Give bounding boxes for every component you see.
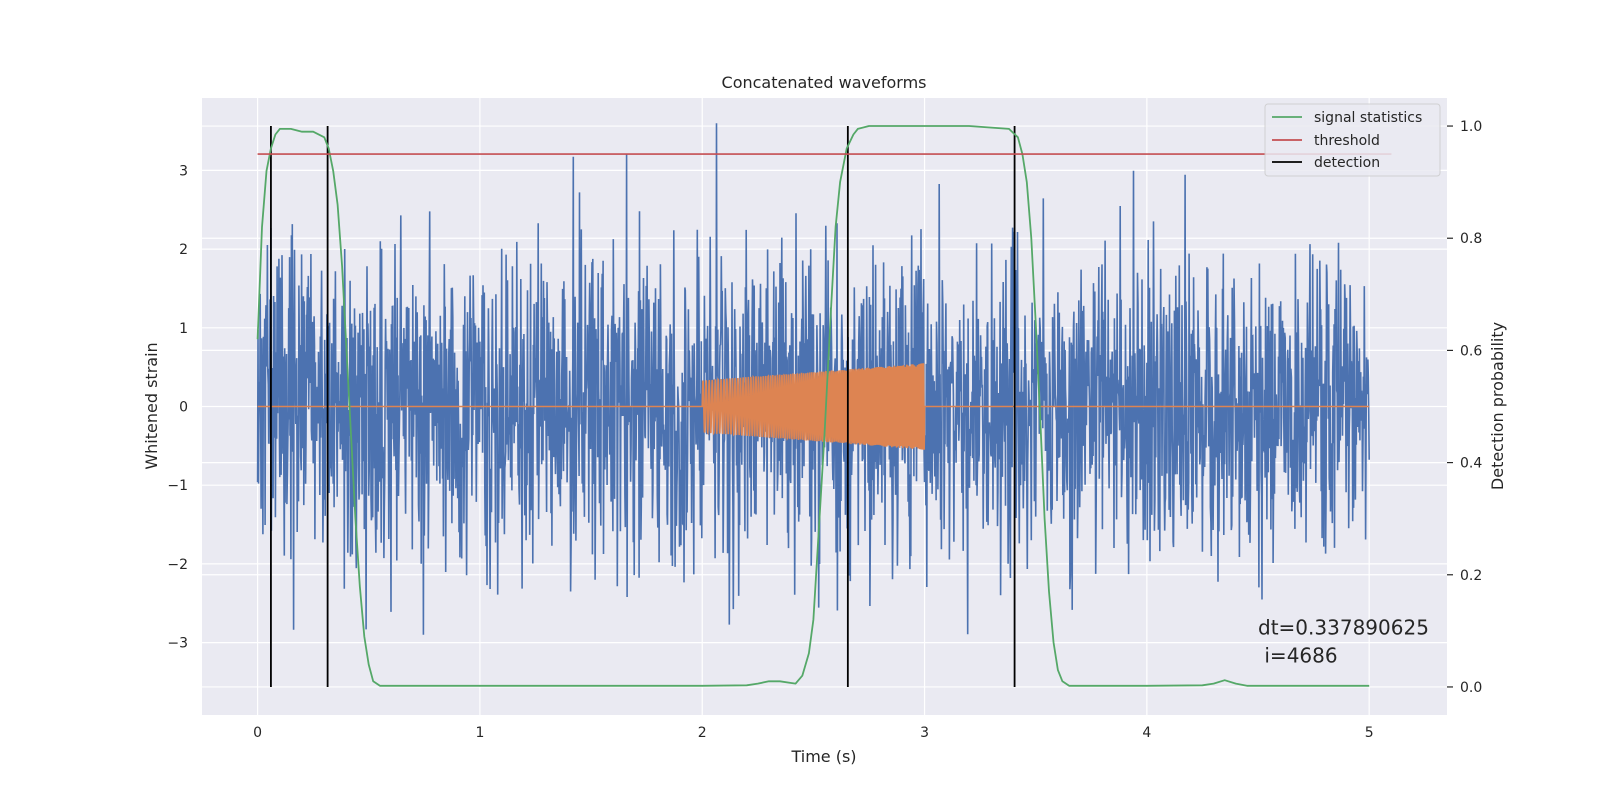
injection-series [257,363,1370,450]
x-tick-label: 1 [475,725,484,741]
legend-box [1264,103,1441,177]
x-tick-label: 2 [698,725,707,741]
y-left-tick-label: 1 [179,321,188,337]
y-right-tick-label: 0.4 [1460,456,1482,472]
y-right-tick-label: 0.2 [1460,568,1482,584]
annotation: dt=0.337890625 i=4686 [1258,616,1429,668]
y-right-tick-label: 0.6 [1460,343,1482,359]
x-axis-title: Time (s) [790,747,856,766]
x-tick-label: 5 [1365,725,1374,741]
signal-statistics-series [256,125,1370,687]
y-right-ticks: 0.0 0.2 0.4 0.6 0.8 1.0 [1447,119,1482,696]
noise-series [256,123,1370,635]
legend-detection-label: detection [1314,155,1380,171]
y-right-tick-label: 0.8 [1460,231,1482,247]
noise-line [256,123,1370,635]
injection-burst [701,363,926,450]
legend-signal-statistics-label: signal statistics [1314,110,1422,126]
x-tick-label: 4 [1142,725,1151,741]
x-ticks: 0 1 2 3 4 5 [253,725,1374,741]
y-right-tick-label: 0.0 [1460,680,1482,696]
y-left-tick-label: −1 [167,478,188,494]
y-left-tick-label: 2 [179,242,188,258]
y-left-ticks: −3 −2 −1 0 1 2 3 [167,163,188,651]
y-right-tick-label: 1.0 [1460,119,1482,135]
annotation-index: i=4686 [1258,644,1338,668]
legend: signal statistics threshold detection [1264,103,1441,177]
y-right-axis-title: Detection probability [1488,322,1507,490]
annotation-dt: dt=0.337890625 [1258,616,1429,640]
legend-threshold-label: threshold [1314,133,1380,149]
y-left-tick-label: −2 [167,557,188,573]
y-left-tick-label: −3 [167,636,188,652]
detection-lines [270,126,1016,687]
x-tick-label: 3 [920,725,929,741]
y-left-tick-label: 3 [179,163,188,179]
chart-title: Concatenated waveforms [722,73,927,92]
signal-statistics-line [256,125,1370,687]
x-tick-label: 0 [253,725,262,741]
y-left-tick-label: 0 [179,400,188,416]
y-left-axis-title: Whitened strain [142,342,161,469]
